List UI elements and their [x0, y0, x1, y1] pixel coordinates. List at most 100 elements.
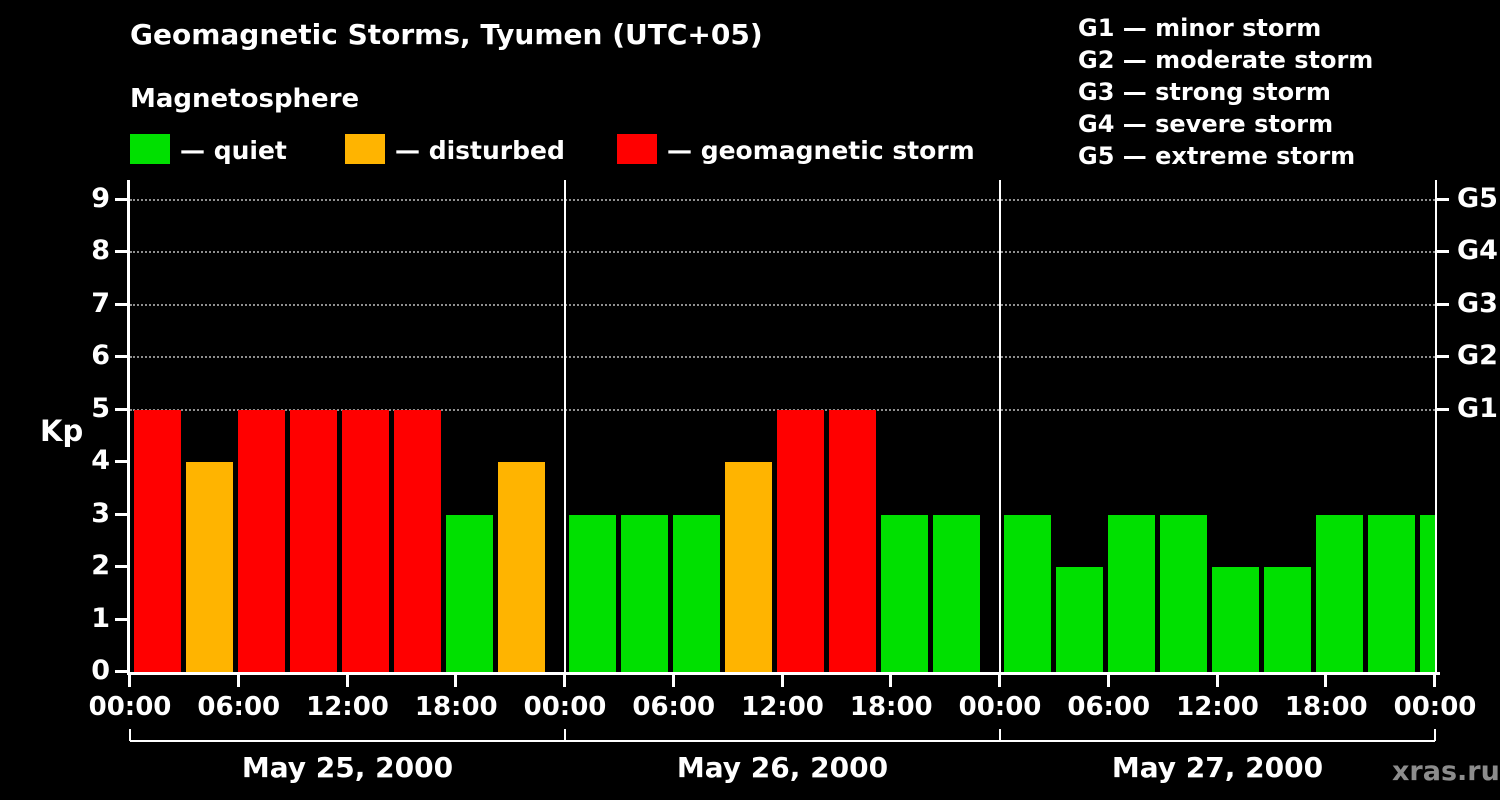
plot-area: [130, 180, 1435, 672]
x-axis-tick-label: 00:00: [1393, 692, 1477, 722]
x-axis-tick-label: 00:00: [88, 692, 172, 722]
kp-bar-partial: [1420, 514, 1435, 672]
legend-swatch-disturbed: [345, 134, 385, 164]
gridline-kp8: [130, 251, 1435, 254]
g-axis-label: G1: [1457, 392, 1498, 424]
y-axis-tick-label: 7: [91, 287, 110, 319]
y-axis-tick: [115, 565, 127, 569]
kp-bar: [881, 514, 928, 672]
g-scale-legend-item-g3: G3 — strong storm: [1078, 78, 1331, 106]
g-axis-label: G4: [1457, 235, 1498, 267]
x-axis-tick: [1215, 675, 1219, 687]
kp-bar: [829, 409, 876, 672]
x-axis-tick-label: 12:00: [306, 692, 389, 722]
date-bracket-line: [130, 740, 1435, 742]
date-bracket-tick: [1434, 729, 1436, 741]
y-axis-title: Kp: [40, 414, 84, 448]
x-axis-tick: [998, 675, 1001, 687]
g-scale-legend-item-g5: G5 — extreme storm: [1078, 142, 1356, 170]
kp-bar: [1264, 567, 1311, 672]
day-separator-line: [564, 180, 566, 672]
y-axis-tick: [115, 198, 127, 201]
x-axis-tick-label: 06:00: [197, 692, 281, 722]
y-axis-tick-label: 4: [91, 445, 110, 477]
x-axis-tick-label: 18:00: [1284, 692, 1368, 722]
x-axis-tick-label: 00:00: [958, 692, 1042, 722]
x-axis-tick-label: 18:00: [849, 692, 933, 722]
legend-label-disturbed: — disturbed: [395, 136, 565, 165]
y-axis-tick-label: 0: [91, 655, 110, 686]
y-axis-tick-label: 9: [91, 183, 110, 214]
kp-bar: [673, 514, 720, 672]
y-axis-tick: [115, 302, 127, 306]
y-axis-tick: [115, 512, 127, 516]
x-axis-tick-label: 06:00: [632, 692, 716, 722]
kp-bar: [569, 514, 616, 672]
legend-swatch-storm: [617, 134, 657, 164]
x-axis-tick: [1324, 675, 1328, 687]
y-axis-tick: [115, 407, 127, 411]
kp-bar: [621, 514, 668, 672]
kp-bar: [1056, 567, 1103, 672]
g-axis-tick: [1437, 198, 1449, 201]
kp-bar: [446, 514, 493, 672]
x-axis-tick-label: 12:00: [741, 692, 824, 722]
kp-bar: [1108, 514, 1155, 672]
date-label: May 25, 2000: [241, 751, 454, 784]
y-axis-tick: [115, 460, 127, 464]
date-bracket-tick: [564, 729, 566, 741]
x-axis-tick: [128, 675, 131, 687]
kp-bar: [933, 514, 980, 672]
kp-bar: [777, 409, 824, 672]
g-axis-label: G5: [1457, 183, 1498, 214]
date-bracket-tick: [129, 729, 131, 741]
kp-bar: [394, 409, 441, 672]
y-axis-tick: [115, 250, 127, 254]
kp-bar: [1212, 567, 1259, 672]
date-bracket-tick: [999, 729, 1001, 741]
x-axis-tick: [889, 675, 893, 687]
kp-bar: [498, 462, 545, 672]
x-axis-tick-label: 00:00: [523, 692, 607, 722]
g-scale-legend-item-g2: G2 — moderate storm: [1078, 46, 1374, 74]
kp-bar: [1316, 514, 1363, 672]
kp-bar: [290, 409, 337, 672]
x-axis-tick-label: 06:00: [1067, 692, 1151, 722]
gridline-kp7: [130, 303, 1435, 306]
x-axis-tick-label: 18:00: [414, 692, 498, 722]
x-axis-tick-label: 12:00: [1176, 692, 1259, 722]
x-axis-tick: [671, 675, 675, 687]
legend-label-quiet: — quiet: [180, 136, 287, 165]
kp-bar: [725, 462, 772, 672]
y-axis-tick-label: 8: [91, 235, 110, 267]
g-axis-label: G2: [1457, 340, 1498, 372]
g-scale-legend-item-g1: G1 — minor storm: [1078, 14, 1322, 42]
y-axis-tick-label: 2: [91, 550, 110, 582]
kp-bar: [342, 409, 389, 672]
date-label: May 27, 2000: [1111, 751, 1324, 784]
x-axis-line: [127, 672, 1440, 675]
y-axis-tick: [115, 355, 127, 359]
x-axis-tick: [236, 675, 240, 687]
chart-title: Geomagnetic Storms, Tyumen (UTC+05): [130, 18, 763, 51]
y-axis-tick: [115, 617, 127, 621]
y-axis-tick: [115, 670, 127, 673]
chart-subtitle: Magnetosphere: [130, 84, 360, 114]
x-axis-tick: [454, 675, 458, 687]
kp-bar: [238, 409, 285, 672]
day-separator-line: [999, 180, 1001, 672]
y-axis-tick-label: 1: [91, 602, 110, 634]
kp-bar: [1004, 514, 1051, 672]
gridline-kp6: [130, 356, 1435, 359]
kp-bar: [1160, 514, 1207, 672]
gridline-kp5: [130, 408, 1435, 411]
g-axis-tick: [1437, 355, 1449, 359]
kp-bar: [1368, 514, 1415, 672]
x-axis-tick: [345, 675, 349, 687]
g-axis-tick: [1437, 302, 1449, 306]
legend-swatch-quiet: [130, 134, 170, 164]
x-axis-tick: [1433, 675, 1436, 687]
kp-bar: [134, 409, 181, 672]
x-axis-tick: [780, 675, 784, 687]
